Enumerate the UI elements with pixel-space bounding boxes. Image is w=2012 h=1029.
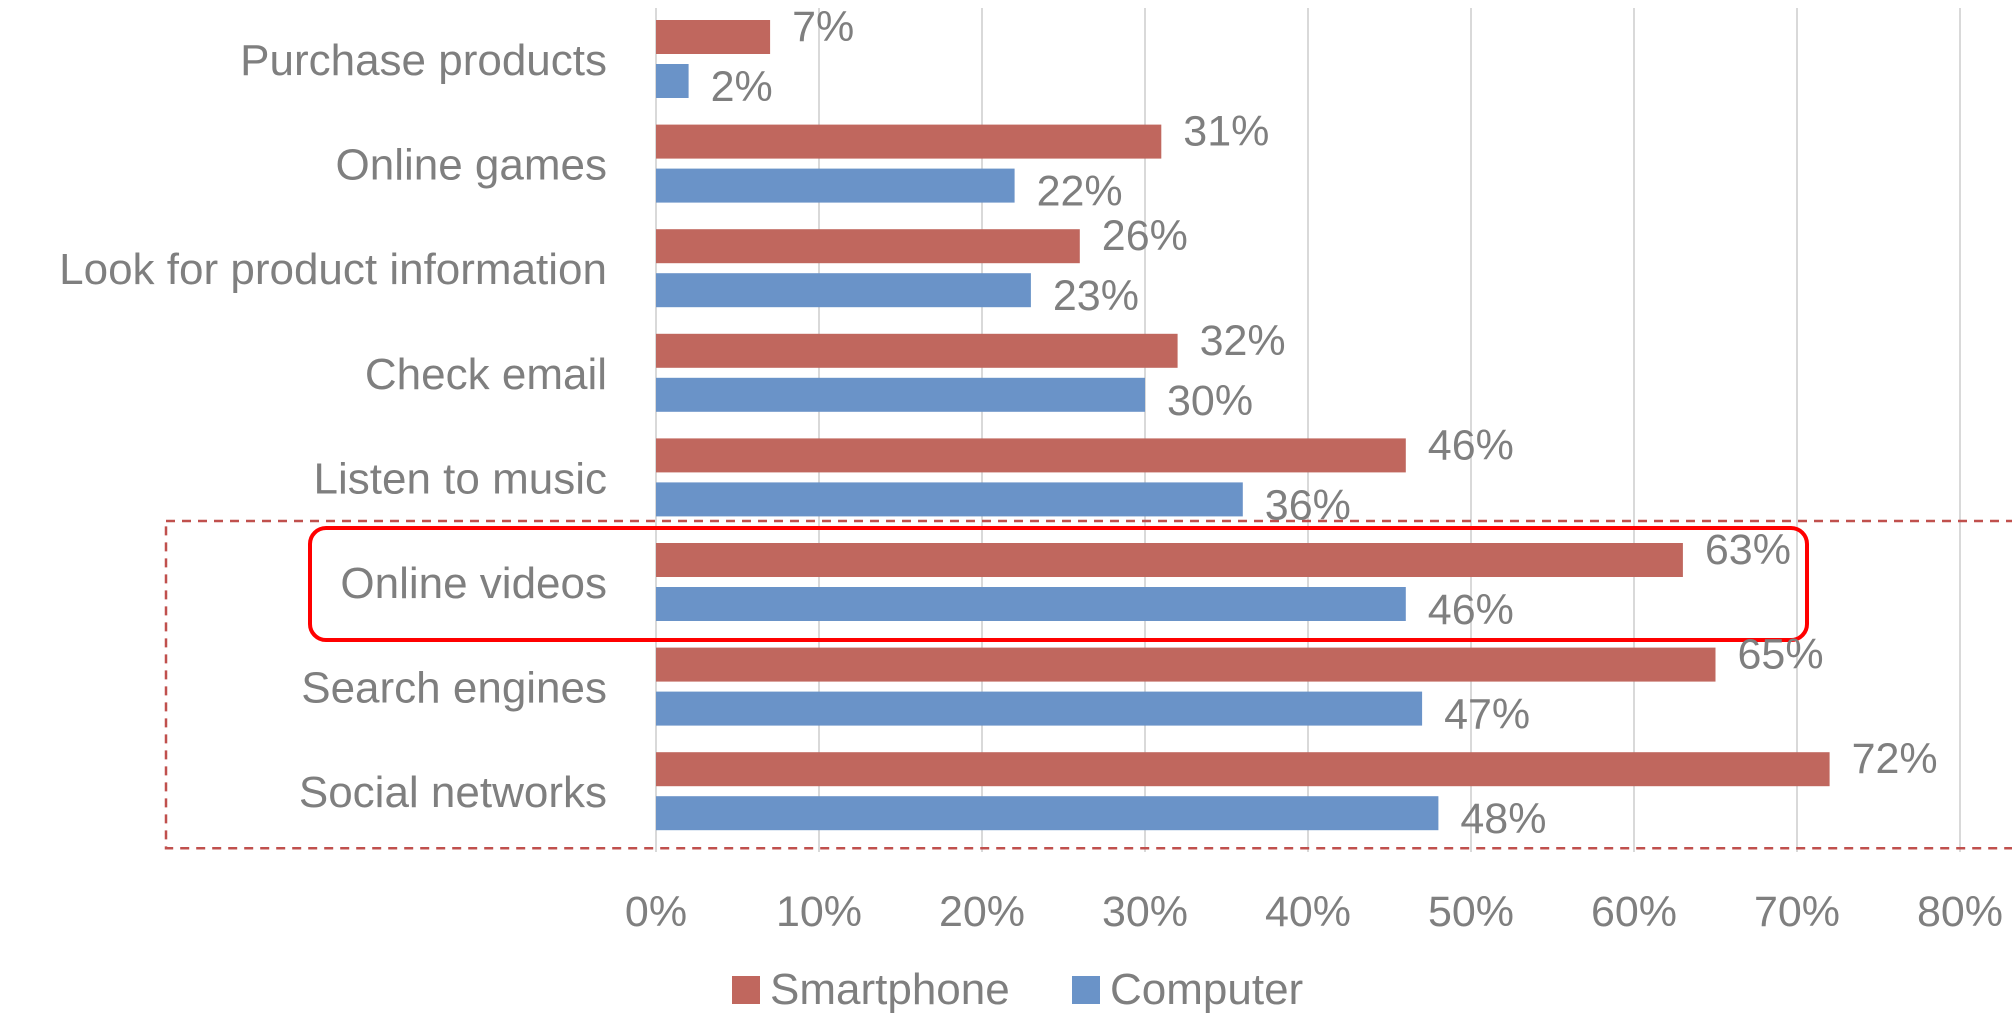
value-label-computer-look-for-product-information: 23% — [1053, 272, 1139, 320]
value-label-computer-online-games: 22% — [1037, 168, 1123, 216]
bar-computer-search-engines — [656, 691, 1423, 726]
bar-computer-purchase-products — [656, 64, 689, 98]
bar-smartphone-online-videos — [656, 543, 1683, 577]
legend-swatch-computer — [1072, 976, 1100, 1004]
x-tick-label-70: 70% — [1754, 888, 1840, 936]
value-label-smartphone-social-networks: 72% — [1852, 735, 1938, 783]
category-label-purchase-products: Purchase products — [240, 36, 607, 85]
x-tick-label-30: 30% — [1102, 888, 1188, 936]
bar-smartphone-look-for-product-information — [656, 229, 1080, 264]
x-tick-label-60: 60% — [1591, 888, 1677, 936]
category-label-look-for-product-information: Look for product information — [59, 245, 607, 294]
value-label-computer-check-email: 30% — [1167, 377, 1253, 425]
value-label-smartphone-purchase-products: 7% — [792, 3, 854, 51]
bar-computer-social-networks — [656, 796, 1439, 831]
bar-computer-online-videos — [656, 587, 1406, 621]
x-tick-label-80: 80% — [1917, 888, 2003, 936]
x-tick-label-50: 50% — [1428, 888, 1514, 936]
category-label-check-email: Check email — [365, 350, 607, 399]
category-label-search-engines: Search engines — [301, 664, 607, 713]
x-tick-label-20: 20% — [939, 888, 1025, 936]
x-tick-label-40: 40% — [1265, 888, 1351, 936]
value-label-smartphone-listen-to-music: 46% — [1428, 421, 1514, 469]
value-label-computer-search-engines: 47% — [1444, 691, 1530, 739]
bar-computer-check-email — [656, 377, 1145, 412]
legend-label-computer: Computer — [1110, 965, 1303, 1014]
legend-swatch-smartphone — [732, 976, 760, 1004]
value-label-smartphone-online-games: 31% — [1183, 108, 1269, 156]
value-label-computer-social-networks: 48% — [1460, 795, 1546, 843]
value-label-computer-purchase-products: 2% — [711, 63, 773, 111]
legend: Smartphone Computer — [732, 965, 1303, 1014]
labels: 0% 10% 20% 30% 40% 50% 60% 70% 80% Purchase produ… — [59, 3, 2003, 936]
category-label-social-networks: Social networks — [299, 768, 607, 817]
value-label-computer-online-videos: 46% — [1428, 586, 1514, 634]
bar-computer-listen-to-music — [656, 482, 1243, 517]
bar-smartphone-online-games — [656, 124, 1162, 159]
bar-computer-online-games — [656, 168, 1015, 203]
annotation-boxes — [164, 519, 2012, 850]
value-label-smartphone-look-for-product-information: 26% — [1102, 212, 1188, 260]
bar-computer-look-for-product-information — [656, 273, 1031, 308]
category-label-online-games: Online games — [336, 141, 607, 190]
category-label-online-videos: Online videos — [340, 559, 607, 608]
bar-smartphone-check-email — [656, 333, 1178, 368]
value-label-smartphone-online-videos: 63% — [1705, 526, 1791, 574]
value-label-computer-listen-to-music: 36% — [1265, 481, 1351, 529]
value-label-smartphone-search-engines: 65% — [1738, 631, 1824, 679]
bar-smartphone-purchase-products — [656, 20, 771, 54]
bar-smartphone-listen-to-music — [656, 438, 1406, 473]
legend-label-smartphone: Smartphone — [770, 965, 1010, 1014]
value-label-smartphone-check-email: 32% — [1200, 317, 1286, 365]
category-label-listen-to-music: Listen to music — [314, 454, 607, 503]
highlight-box-online-videos — [308, 526, 1809, 642]
bar-smartphone-social-networks — [656, 752, 1830, 787]
x-tick-label-10: 10% — [776, 888, 862, 936]
bars — [656, 20, 1830, 831]
x-tick-label-0: 0% — [625, 888, 687, 936]
bar-smartphone-search-engines — [656, 647, 1716, 682]
